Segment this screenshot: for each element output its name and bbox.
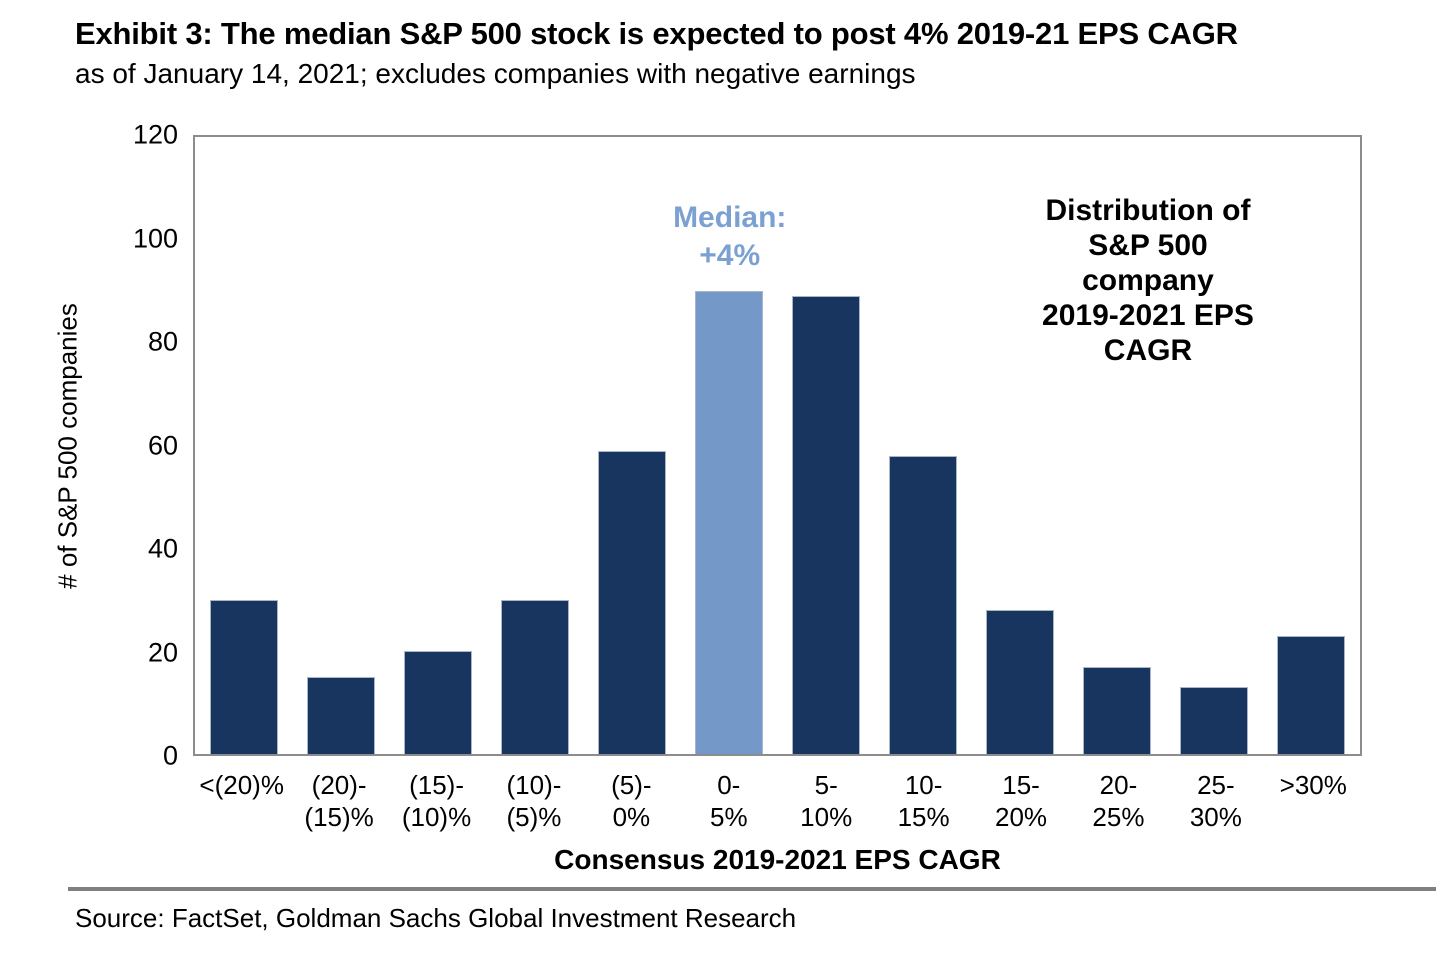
- y-axis-ticks: 0 20 40 60 80 100 120: [60, 120, 178, 771]
- bar: [1180, 687, 1249, 754]
- y-tick-label: 80: [147, 326, 178, 357]
- exhibit-subtitle: as of January 14, 2021; excludes compani…: [75, 58, 916, 89]
- y-tick-label: 120: [132, 119, 178, 150]
- bar: [209, 599, 278, 754]
- x-tick-label: (5)- 0%: [611, 770, 652, 832]
- x-axis-title: Consensus 2019-2021 EPS CAGR: [554, 844, 1001, 875]
- x-tick-label: (10)- (5)%: [506, 770, 562, 832]
- x-tick-label: >30%: [1279, 770, 1347, 800]
- x-tick-label: 0- 5%: [709, 770, 748, 832]
- x-tick-label: <(20)%: [199, 770, 284, 800]
- bar: [792, 296, 861, 754]
- bar: [597, 450, 666, 754]
- bar: [889, 455, 958, 754]
- x-tick-label: 5- 10%: [800, 770, 853, 832]
- y-tick-label: 60: [147, 430, 178, 460]
- x-tick-label: 15- 20%: [995, 770, 1048, 832]
- x-tick-label: 25- 30%: [1189, 770, 1242, 832]
- plot-area: Median: +4% Distribution of S&P 500 comp…: [193, 135, 1362, 756]
- bar: [1083, 666, 1152, 754]
- y-tick-label: 0: [162, 740, 178, 771]
- bar-highlight-median: [694, 291, 763, 754]
- bar: [500, 599, 569, 754]
- bar: [986, 610, 1055, 754]
- bar: [1277, 635, 1346, 754]
- x-tick-label: 20- 25%: [1092, 770, 1145, 832]
- bar: [403, 651, 472, 754]
- x-tick-label: (15)- (10)%: [401, 770, 472, 832]
- y-tick-label: 100: [132, 223, 178, 253]
- exhibit-title: Exhibit 3: The median S&P 500 stock is e…: [75, 16, 1238, 51]
- x-tick-label: 10- 15%: [897, 770, 950, 832]
- y-tick-label: 40: [147, 533, 178, 564]
- footer-divider: [68, 887, 1436, 891]
- y-tick-label: 20: [147, 637, 178, 667]
- x-tick-label: (20)- (15)%: [304, 770, 374, 832]
- distribution-annotation: Distribution of S&P 500 company 2019-202…: [1042, 194, 1254, 367]
- source-note: Source: FactSet, Goldman Sachs Global In…: [75, 903, 797, 933]
- x-axis-tick-labels: <(20)% (20)- (15)% (15)- (10)% (10)- (5)% (5…: [193, 769, 1362, 841]
- median-annotation: Median: +4%: [673, 201, 787, 272]
- bar: [306, 676, 375, 754]
